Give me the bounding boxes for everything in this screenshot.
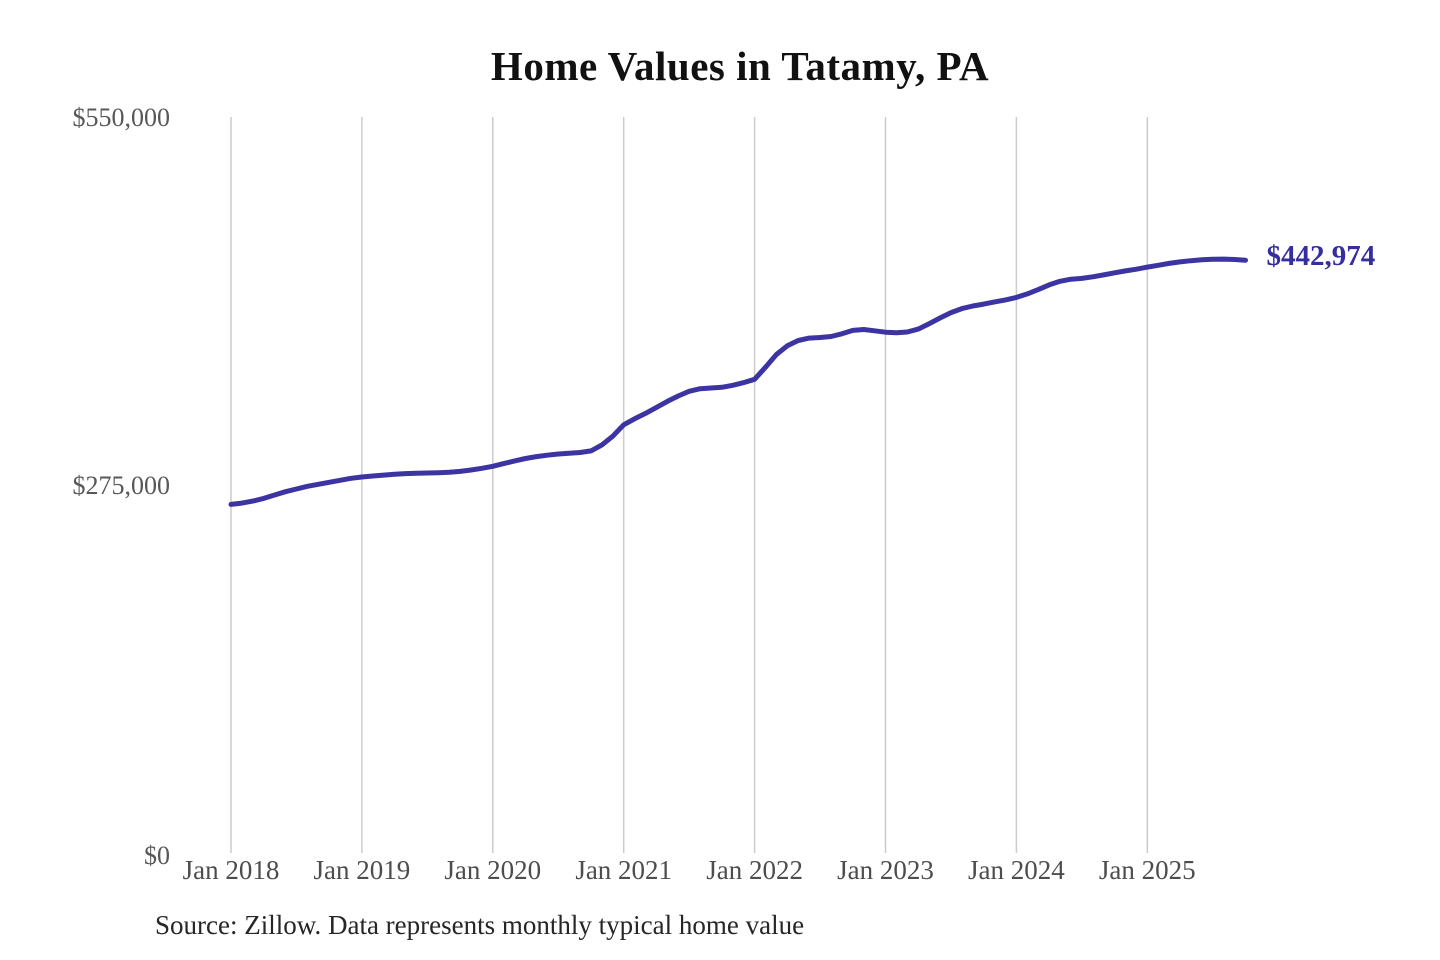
y-tick-label: $275,000	[73, 471, 171, 500]
home-value-line-series	[228, 256, 1248, 507]
x-tick-label: Jan 2022	[706, 855, 803, 885]
vertical-gridlines	[230, 117, 1149, 853]
y-tick-label: $0	[144, 841, 170, 870]
chart-title: Home Values in Tatamy, PA	[490, 43, 990, 89]
x-axis-tick-labels: Jan 2018 Jan 2019 Jan 2020 Jan 2021 Jan 2022…	[183, 855, 1196, 885]
y-axis-tick-labels: $0 $275,000 $550,000	[73, 103, 171, 870]
source-note: Source: Zillow. Data represents monthly …	[155, 910, 805, 940]
latest-value-label: $442,974	[1267, 240, 1376, 272]
x-tick-label: Jan 2019	[314, 855, 411, 885]
x-tick-label: Jan 2018	[183, 855, 280, 885]
x-tick-label: Jan 2023	[837, 855, 934, 885]
x-tick-label: Jan 2021	[575, 855, 672, 885]
y-tick-label: $550,000	[73, 103, 171, 132]
x-tick-label: Jan 2024	[968, 855, 1065, 885]
x-tick-label: Jan 2020	[444, 855, 541, 885]
x-tick-label: Jan 2025	[1099, 855, 1196, 885]
